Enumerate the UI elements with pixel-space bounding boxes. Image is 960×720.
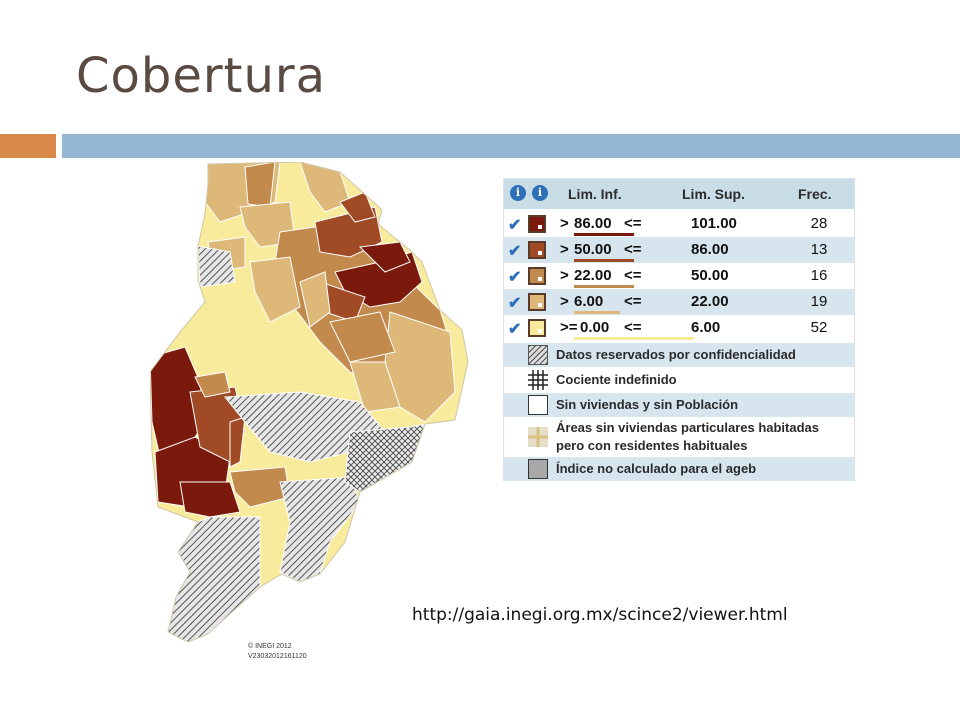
comparator-lower: > <box>560 293 569 310</box>
special-label: Cociente indefinido <box>556 372 677 387</box>
upper-limit-value: 6.00 <box>691 319 721 336</box>
choropleth-map <box>150 162 470 642</box>
comparator-upper: <= <box>624 319 642 336</box>
legend-class-row[interactable]: ✔ > 86.00 <= 101.00 28 <box>504 211 854 237</box>
legend-class-row[interactable]: ✔ > 50.00 <= 86.00 13 <box>504 237 854 263</box>
comparator-lower: >= <box>560 319 578 336</box>
color-swatch <box>528 319 546 337</box>
legend-special-row: Áreas sin viviendas particulares habitad… <box>504 419 854 455</box>
comparator-lower: > <box>560 241 569 258</box>
map-region-sw-tan <box>194 371 231 398</box>
header-upper-limit: Lim. Sup. <box>682 186 745 202</box>
color-swatch <box>528 267 546 285</box>
gray-swatch <box>528 459 548 479</box>
map-area-reserved-1 <box>197 245 236 288</box>
map-area-reserved-4 <box>167 516 261 642</box>
map-copyright: © INEGI 2012 V23032012161120 <box>248 642 307 662</box>
legend-class-row[interactable]: ✔ > 6.00 <= 22.00 19 <box>504 289 854 315</box>
upper-limit-value: 22.00 <box>691 293 729 310</box>
frequency-value: 13 <box>810 241 828 258</box>
map-region-sw-dark-3 <box>179 481 241 518</box>
info-icon[interactable]: i <box>510 185 526 201</box>
grid-pattern-swatch <box>528 370 548 390</box>
upper-limit-value: 86.00 <box>691 241 729 258</box>
map-region-sw-orange <box>229 466 291 508</box>
frequency-value: 28 <box>810 215 828 232</box>
map-legend: i i Lim. Inf. Lim. Sup. Frec. ✔ > 86.00 … <box>503 178 855 481</box>
map-region-center-3 <box>349 361 401 413</box>
special-label-line2: pero con residentes habituales <box>556 438 748 453</box>
map-region-north-2 <box>244 162 276 208</box>
accent-bar-blue <box>62 134 960 158</box>
comparator-lower: > <box>560 215 569 232</box>
range-bar <box>574 285 634 288</box>
map-canvas <box>150 162 469 642</box>
upper-limit-value: 101.00 <box>691 215 737 232</box>
comparator-upper: <= <box>624 293 642 310</box>
lower-limit-value: 0.00 <box>580 319 610 336</box>
source-url[interactable]: http://gaia.inegi.org.mx/scince2/viewer.… <box>412 605 788 625</box>
legend-special-row: Cociente indefinido <box>504 369 854 391</box>
map-region-sw-brown-2 <box>229 416 246 468</box>
legend-class-row[interactable]: ✔ >= 0.00 <= 6.00 52 <box>504 315 854 341</box>
color-swatch <box>528 293 546 311</box>
lower-limit-value: 86.00 <box>574 215 612 232</box>
check-icon[interactable]: ✔ <box>508 321 522 338</box>
comparator-upper: <= <box>624 267 642 284</box>
color-swatch <box>528 215 546 233</box>
check-icon[interactable]: ✔ <box>508 243 522 260</box>
empty-swatch <box>528 395 548 415</box>
comparator-upper: <= <box>624 241 642 258</box>
comparator-lower: > <box>560 267 569 284</box>
frequency-value: 19 <box>810 293 828 310</box>
frequency-value: 52 <box>810 319 828 336</box>
special-label: Áreas sin viviendas particulares habitad… <box>556 420 820 435</box>
legend-class-row[interactable]: ✔ > 22.00 <= 50.00 16 <box>504 263 854 289</box>
check-icon[interactable]: ✔ <box>508 217 522 234</box>
header-frequency: Frec. <box>798 186 832 202</box>
copyright-text: © INEGI 2012 <box>248 643 292 650</box>
slide-title: Cobertura <box>76 48 327 104</box>
cross-pattern-swatch <box>528 427 548 447</box>
legend-special-row: Sin viviendas y sin Población <box>504 393 854 417</box>
lower-limit-value: 6.00 <box>574 293 604 310</box>
lower-limit-value: 50.00 <box>574 241 612 258</box>
hatch-pattern-swatch <box>528 345 548 365</box>
special-label: Sin viviendas y sin Población <box>556 397 739 412</box>
comparator-upper: <= <box>624 215 642 232</box>
map-region-center-1 <box>299 271 331 328</box>
check-icon[interactable]: ✔ <box>508 295 522 312</box>
map-region-ne-brown-3 <box>339 191 376 223</box>
legend-special-row: Índice no calculado para el ageb <box>504 457 854 481</box>
accent-bar-orange <box>0 134 56 158</box>
special-label: Datos reservados por confidencialidad <box>556 347 796 362</box>
info-icon[interactable]: i <box>532 185 548 201</box>
map-region-center-2 <box>329 311 396 363</box>
version-text: V23032012161120 <box>248 653 307 660</box>
special-label: Índice no calculado para el ageb <box>556 461 757 476</box>
header-lower-limit: Lim. Inf. <box>568 186 622 202</box>
map-region-west-mid <box>249 256 301 323</box>
upper-limit-value: 50.00 <box>691 267 729 284</box>
color-swatch <box>528 241 546 259</box>
frequency-value: 16 <box>810 267 828 284</box>
legend-header: i i Lim. Inf. Lim. Sup. Frec. <box>504 179 854 209</box>
range-bar <box>574 259 634 262</box>
check-icon[interactable]: ✔ <box>508 269 522 286</box>
map-region-ne-dark-2 <box>358 241 411 273</box>
legend-special-row: Datos reservados por confidencialidad <box>504 343 854 367</box>
map-outline <box>150 162 469 642</box>
lower-limit-value: 22.00 <box>574 267 612 284</box>
range-bar <box>574 337 694 340</box>
range-bar <box>574 311 620 314</box>
range-bar <box>574 233 634 236</box>
